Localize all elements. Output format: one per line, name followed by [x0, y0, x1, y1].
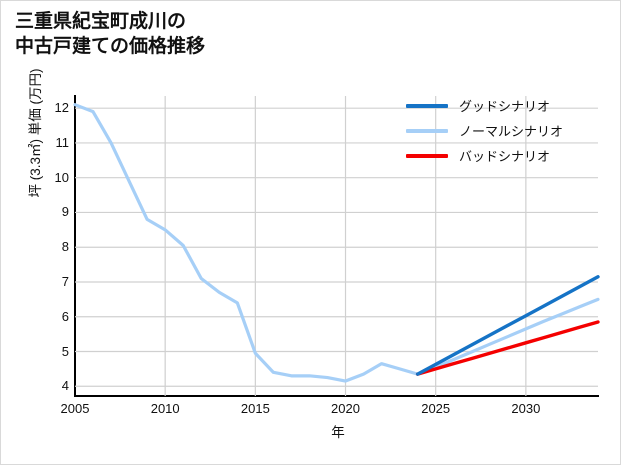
x-tick-label: 2010: [150, 401, 180, 416]
legend-item-good[interactable]: グッドシナリオ: [406, 93, 606, 118]
legend-label: ノーマルシナリオ: [459, 124, 564, 139]
legend-item-normal[interactable]: ノーマルシナリオ: [406, 118, 606, 143]
x-tick-label: 2020: [331, 401, 360, 416]
x-axis-spine: [74, 395, 599, 397]
y-axis-tick-labels: 4 5 6 7 8 9 10 11 12: [1, 96, 69, 396]
legend-label: バッドシナリオ: [459, 149, 551, 164]
chart-title: 三重県紀宝町成川の 中古戸建ての価格推移: [15, 11, 206, 57]
line-series: [415, 275, 600, 376]
line-series: [73, 103, 600, 383]
y-tick-label: 6: [61, 308, 69, 324]
y-tick-label: 7: [61, 273, 69, 289]
gridlines: [75, 96, 598, 396]
x-tick-label: 2015: [240, 401, 270, 416]
chart-legend: グッドシナリオ ノーマルシナリオ バッドシナリオ: [406, 93, 606, 168]
legend-item-bad[interactable]: バッドシナリオ: [406, 143, 606, 168]
x-tick-label: 2005: [60, 401, 90, 416]
legend-color-swatch: [406, 153, 448, 158]
legend-color-swatch: [406, 128, 448, 133]
series-lines: [73, 103, 600, 383]
y-tick-label: 8: [61, 239, 69, 255]
legend-color-swatch: [406, 103, 448, 108]
y-tick-label: 5: [61, 343, 69, 359]
line-series: [415, 320, 600, 376]
x-axis-label: 年: [331, 425, 345, 440]
plot-area: [73, 96, 600, 396]
x-tick-label: 2025: [421, 401, 451, 416]
y-tick-label: 9: [61, 204, 69, 220]
y-tick-label: 10: [54, 169, 69, 185]
y-tick-label: 12: [54, 100, 69, 116]
y-tick-label: 11: [55, 134, 70, 150]
y-tick-label: 4: [61, 378, 69, 394]
x-tick-label: 2030: [511, 401, 541, 416]
y-axis-spine: [74, 95, 76, 397]
plot-svg: [73, 96, 600, 396]
legend-label: グッドシナリオ: [459, 99, 551, 114]
